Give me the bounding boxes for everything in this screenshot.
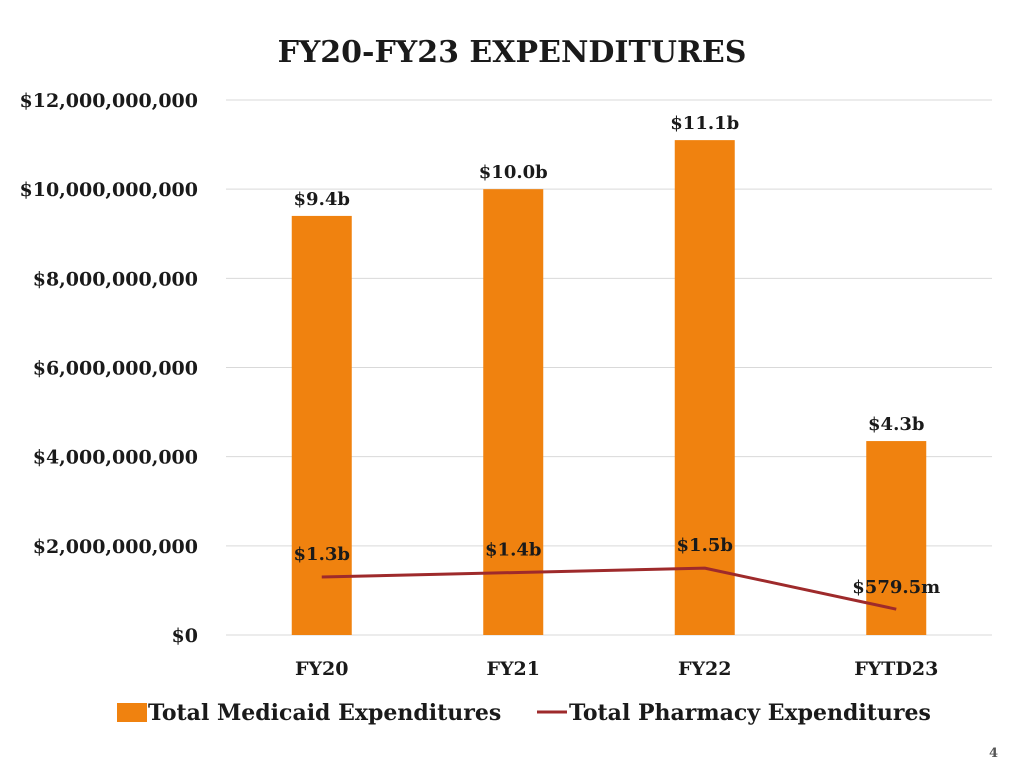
y-tick-label: $8,000,000,000 xyxy=(33,268,198,290)
medicaid-bar-label: $10.0b xyxy=(479,162,548,183)
pharmacy-point-label: $1.5b xyxy=(677,535,733,556)
x-tick-label: FY22 xyxy=(678,658,732,680)
y-tick-label: $6,000,000,000 xyxy=(33,358,198,380)
chart-title: FY20-FY23 EXPENDITURES xyxy=(278,35,747,70)
gridlines xyxy=(226,99,992,636)
medicaid-bar-label: $9.4b xyxy=(294,189,350,210)
x-tick-label: FY21 xyxy=(487,658,541,680)
medicaid-bar xyxy=(483,189,544,635)
y-tick-label: $0 xyxy=(172,625,198,647)
x-axis-ticks: FY20 FY21 FY22 FYTD23 xyxy=(295,658,938,680)
y-tick-label: $4,000,000,000 xyxy=(33,447,198,469)
medicaid-bar xyxy=(291,215,352,635)
medicaid-bar-label: $11.1b xyxy=(670,113,739,134)
page-number: 4 xyxy=(989,746,998,761)
y-tick-label: $2,000,000,000 xyxy=(33,536,198,558)
medicaid-bars xyxy=(291,140,927,635)
data-labels: $9.4b $10.0b $11.1b $4.3b $1.3b $1.4b $1.5b $57… xyxy=(294,113,941,598)
pharmacy-line xyxy=(321,566,897,611)
pharmacy-point-label: $1.3b xyxy=(294,544,350,565)
legend-label-medicaid: Total Medicaid Expenditures xyxy=(148,700,501,726)
medicaid-bar xyxy=(674,140,735,635)
y-axis-ticks: $0 $2,000,000,000 $4,000,000,000 $6,000,000… xyxy=(20,90,199,647)
medicaid-bar xyxy=(866,441,927,635)
pharmacy-point-label: $1.4b xyxy=(485,540,541,561)
x-tick-label: FYTD23 xyxy=(854,658,938,680)
legend-swatch-medicaid xyxy=(117,703,147,722)
legend: Total Medicaid Expenditures Total Pharma… xyxy=(117,700,931,726)
legend-label-pharmacy: Total Pharmacy Expenditures xyxy=(569,700,931,726)
pharmacy-point-label: $579.5m xyxy=(852,577,940,598)
x-tick-label: FY20 xyxy=(295,658,349,680)
pharmacy-line-path xyxy=(321,566,897,611)
y-tick-label: $12,000,000,000 xyxy=(20,90,199,112)
y-tick-label: $10,000,000,000 xyxy=(20,179,199,201)
medicaid-bar-label: $4.3b xyxy=(868,414,924,435)
